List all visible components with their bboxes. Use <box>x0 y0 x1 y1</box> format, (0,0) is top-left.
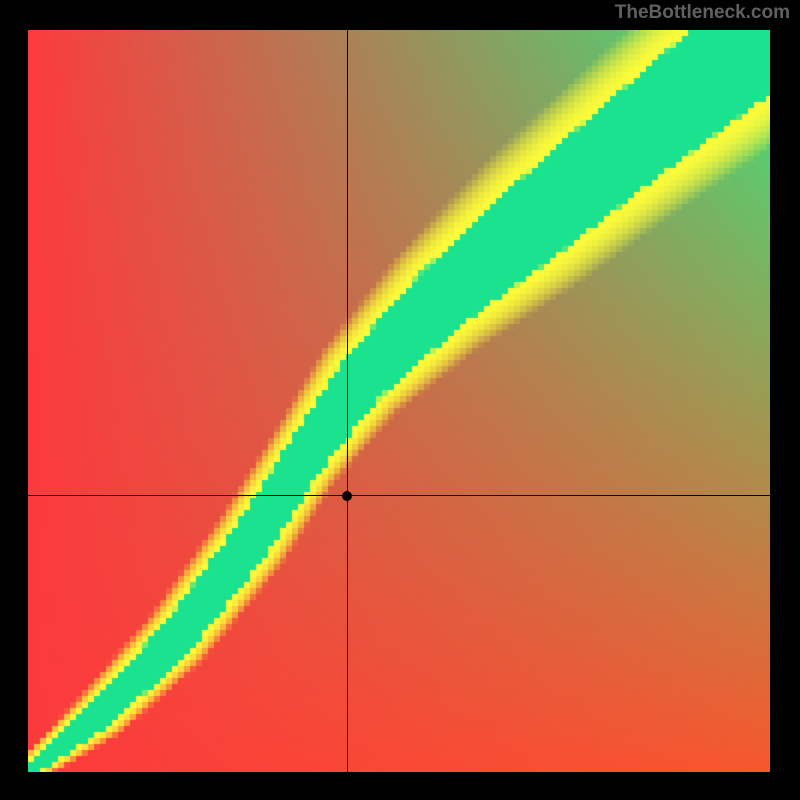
heatmap-plot <box>28 30 770 772</box>
heatmap-canvas <box>28 30 770 772</box>
chart-outer: TheBottleneck.com <box>0 0 800 800</box>
watermark-text: TheBottleneck.com <box>615 2 790 24</box>
